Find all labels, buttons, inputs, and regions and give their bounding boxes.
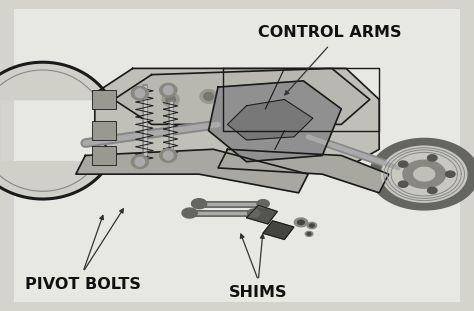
Polygon shape (307, 233, 311, 235)
Polygon shape (446, 171, 455, 177)
Polygon shape (14, 9, 460, 302)
Polygon shape (370, 138, 474, 210)
Polygon shape (209, 81, 341, 162)
Polygon shape (280, 95, 289, 104)
Polygon shape (182, 208, 197, 218)
Text: CONTROL ARMS: CONTROL ARMS (258, 25, 401, 40)
Polygon shape (228, 100, 313, 140)
Polygon shape (191, 199, 207, 209)
Polygon shape (166, 95, 175, 104)
Polygon shape (246, 205, 277, 224)
Polygon shape (382, 146, 467, 202)
Polygon shape (263, 221, 294, 239)
Polygon shape (135, 157, 145, 166)
Polygon shape (0, 62, 110, 199)
Polygon shape (92, 146, 116, 165)
Polygon shape (200, 90, 217, 103)
Polygon shape (160, 149, 177, 162)
Polygon shape (414, 167, 435, 181)
Polygon shape (298, 220, 304, 225)
Polygon shape (307, 222, 317, 229)
Polygon shape (294, 218, 308, 227)
Polygon shape (160, 83, 177, 97)
Text: PIVOT BOLTS: PIVOT BOLTS (25, 277, 141, 292)
Polygon shape (131, 86, 148, 100)
Polygon shape (247, 209, 260, 217)
Polygon shape (162, 93, 179, 106)
Polygon shape (76, 149, 308, 193)
Polygon shape (135, 89, 145, 98)
Polygon shape (399, 161, 408, 167)
Polygon shape (238, 86, 255, 100)
Polygon shape (428, 155, 437, 161)
Polygon shape (218, 149, 389, 193)
Polygon shape (310, 224, 314, 227)
Polygon shape (318, 102, 327, 110)
Polygon shape (92, 121, 116, 140)
Polygon shape (428, 187, 437, 193)
Polygon shape (403, 160, 446, 188)
Polygon shape (314, 99, 331, 113)
Polygon shape (164, 86, 173, 95)
Polygon shape (399, 181, 408, 187)
Polygon shape (95, 68, 379, 168)
Text: SHIMS: SHIMS (229, 285, 288, 300)
Polygon shape (131, 155, 148, 169)
Polygon shape (92, 90, 116, 109)
Polygon shape (114, 68, 370, 124)
Polygon shape (164, 151, 173, 160)
Polygon shape (242, 89, 251, 97)
Polygon shape (305, 231, 313, 236)
Polygon shape (276, 93, 293, 106)
Polygon shape (257, 200, 269, 208)
Polygon shape (204, 92, 213, 100)
